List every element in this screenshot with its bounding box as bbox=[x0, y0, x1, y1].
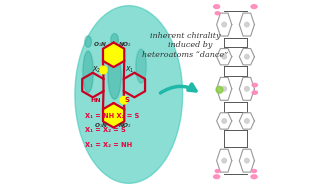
Circle shape bbox=[99, 66, 107, 74]
Circle shape bbox=[216, 86, 223, 93]
Ellipse shape bbox=[136, 49, 146, 83]
Ellipse shape bbox=[214, 5, 220, 9]
Circle shape bbox=[222, 54, 226, 59]
Ellipse shape bbox=[252, 170, 256, 173]
Circle shape bbox=[245, 119, 249, 123]
Ellipse shape bbox=[108, 52, 121, 99]
Text: X₁ = X₂ = S: X₁ = X₂ = S bbox=[85, 127, 126, 133]
Ellipse shape bbox=[111, 34, 118, 46]
Text: O$_2$N: O$_2$N bbox=[93, 40, 108, 49]
Text: HN: HN bbox=[91, 98, 102, 103]
Circle shape bbox=[222, 87, 226, 91]
Text: NO$_2$: NO$_2$ bbox=[118, 40, 132, 49]
Ellipse shape bbox=[251, 5, 257, 9]
Text: $X_1$: $X_1$ bbox=[125, 65, 134, 75]
Circle shape bbox=[120, 96, 128, 104]
Ellipse shape bbox=[215, 170, 220, 173]
Ellipse shape bbox=[85, 36, 91, 47]
Text: $X_2$: $X_2$ bbox=[92, 65, 102, 75]
Circle shape bbox=[245, 158, 249, 163]
Ellipse shape bbox=[83, 51, 93, 93]
Circle shape bbox=[222, 119, 226, 123]
Circle shape bbox=[245, 22, 249, 27]
Ellipse shape bbox=[251, 175, 257, 179]
Ellipse shape bbox=[214, 175, 220, 179]
Text: X₁ = X₂ = NH: X₁ = X₂ = NH bbox=[85, 142, 133, 148]
Text: S: S bbox=[125, 97, 130, 103]
Polygon shape bbox=[103, 43, 124, 67]
Text: O$_2$N: O$_2$N bbox=[94, 121, 109, 130]
Ellipse shape bbox=[215, 12, 220, 15]
Text: NO$_2$: NO$_2$ bbox=[118, 121, 132, 130]
Circle shape bbox=[222, 22, 226, 27]
Ellipse shape bbox=[252, 83, 258, 87]
Circle shape bbox=[245, 54, 249, 59]
FancyArrowPatch shape bbox=[160, 84, 196, 93]
Text: X₁ = NH X₂ = S: X₁ = NH X₂ = S bbox=[85, 113, 140, 119]
Circle shape bbox=[222, 158, 226, 163]
Ellipse shape bbox=[252, 91, 258, 94]
Circle shape bbox=[245, 87, 249, 91]
Text: inherent chirality
    induced by
heteroatoms “dance”: inherent chirality induced by heteroatom… bbox=[142, 32, 228, 59]
Ellipse shape bbox=[75, 6, 183, 183]
Polygon shape bbox=[103, 103, 124, 128]
